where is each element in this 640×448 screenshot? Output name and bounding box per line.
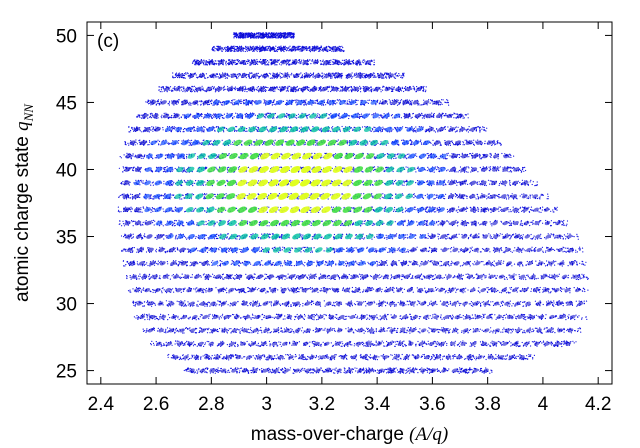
x-axis-title: mass-over-charge (A/q): [251, 424, 448, 445]
y-axis-title-symbol: q: [12, 121, 33, 131]
scatter-points: [117, 32, 589, 374]
x-tick-label: 4.2: [585, 394, 611, 415]
y-axis-title: atomic charge state qNN: [12, 103, 36, 302]
y-tick-label: 45: [56, 93, 77, 114]
y-axis-title-subscript: NN: [21, 103, 36, 123]
x-tick-label: 3: [261, 394, 272, 415]
axis-ticks: 2.4 2.6 2.8 3 3.2 3.4 3.6 3.8 4 4.2 25 30 35 40 45 50: [56, 22, 612, 415]
x-tick-label: 3.8: [474, 394, 500, 415]
y-tick-label: 40: [56, 160, 77, 181]
x-tick-label: 2.6: [143, 394, 169, 415]
x-tick-label: 2.8: [198, 394, 224, 415]
plot-frame: [86, 21, 613, 385]
y-tick-label: 25: [56, 362, 77, 383]
x-tick-label: 4: [538, 394, 549, 415]
x-tick-label: 3.6: [419, 394, 445, 415]
x-tick-label: 3.4: [364, 394, 391, 415]
y-tick-label: 50: [56, 26, 77, 47]
y-axis-title-text: atomic charge state: [12, 131, 33, 302]
y-tick-label: 30: [56, 295, 77, 316]
x-tick-label: 2.4: [88, 394, 115, 415]
panel-label: (c): [97, 31, 119, 52]
x-tick-label: 3.2: [309, 394, 335, 415]
y-tick-label: 35: [56, 228, 77, 249]
x-axis-title-text: mass-over-charge: [251, 424, 409, 445]
x-axis-title-italic: (A/q): [409, 424, 448, 445]
